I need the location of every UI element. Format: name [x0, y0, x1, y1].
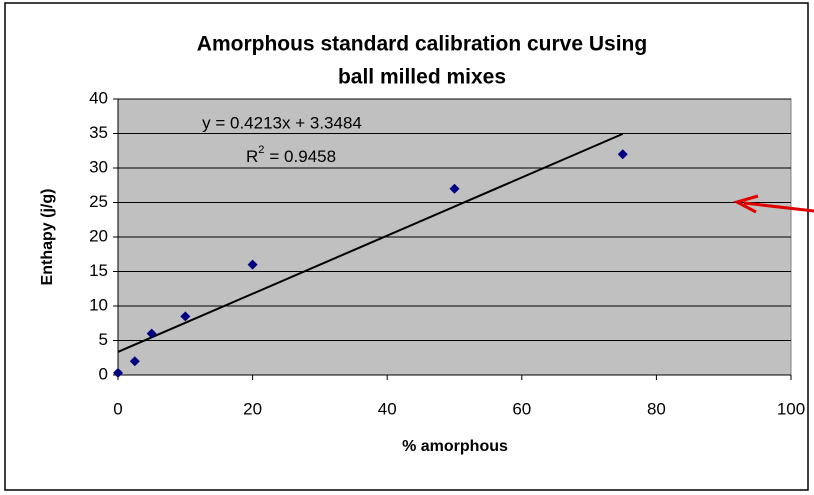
data-point — [180, 311, 191, 322]
trend-equation: y = 0.4213x + 3.3484 — [202, 113, 362, 132]
r-squared: R2 = 0.9458 — [246, 144, 336, 167]
chart-title: ball milled mixes — [338, 66, 506, 89]
data-point — [146, 328, 157, 339]
y-tick-label: 40 — [89, 88, 108, 107]
y-tick-label: 0 — [99, 364, 108, 383]
data-point — [113, 367, 123, 378]
x-axis-title: % amorphous — [402, 438, 508, 455]
r2-value: = 0.9458 — [269, 147, 336, 166]
y-axis-title: Enthapy (j/g) — [39, 189, 56, 286]
y-tick-label: 5 — [99, 330, 108, 349]
annotation-arrow — [732, 194, 814, 214]
arrow-head — [732, 194, 759, 214]
y-tick-label: 25 — [89, 192, 108, 211]
r2-exponent: 2 — [258, 144, 264, 156]
data-point — [617, 149, 628, 160]
trendline — [117, 132, 624, 353]
arrow-shaft — [743, 201, 814, 213]
y-tick-label: 15 — [89, 261, 108, 280]
y-tick-label: 10 — [89, 295, 108, 314]
r2-symbol: R — [246, 147, 258, 166]
data-point — [129, 356, 140, 367]
x-tick-label: 80 — [647, 399, 666, 418]
y-tick-label: 35 — [89, 123, 108, 142]
x-tick-label: 20 — [243, 399, 262, 418]
x-tick-label: 100 — [777, 399, 805, 418]
data-point — [449, 183, 460, 194]
plot-layer: 0 5 10 15 20 25 30 35 40 0 20 40 60 80 100 — [89, 88, 805, 418]
y-tick-label: 20 — [89, 226, 108, 245]
x-tick-label: 0 — [113, 399, 122, 418]
y-tick-label: 30 — [89, 157, 108, 176]
chart-title: Amorphous standard calibration curve Usi… — [197, 33, 647, 56]
data-point — [247, 259, 258, 270]
x-tick-label: 40 — [378, 399, 397, 418]
x-tick-label: 60 — [512, 399, 531, 418]
